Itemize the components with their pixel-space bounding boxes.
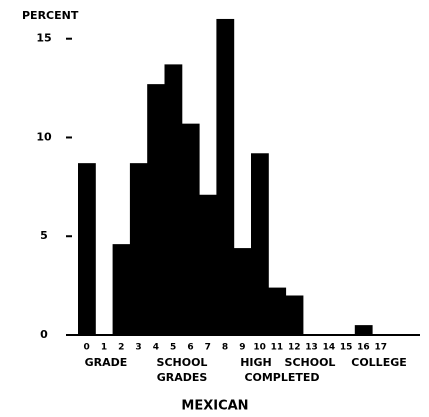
- annotation: SCHOOL: [285, 356, 336, 369]
- bar: [181, 123, 200, 336]
- bar: [354, 325, 373, 335]
- bar: [216, 18, 235, 335]
- x-tick-label: 12: [288, 343, 301, 353]
- chart-title: MEXICAN: [181, 399, 248, 414]
- x-tick-label: 3: [135, 343, 141, 353]
- annotation: COLLEGE: [351, 356, 407, 369]
- x-tick-label: 2: [118, 343, 124, 353]
- annotation: GRADES: [157, 371, 208, 384]
- bar: [285, 295, 304, 335]
- bar: [251, 153, 269, 335]
- x-tick-label: 13: [305, 343, 318, 353]
- annotation: GRADE: [85, 356, 128, 369]
- x-tick-label: 8: [222, 343, 228, 353]
- y-tick-label: 15: [36, 32, 51, 45]
- x-tick-label: 1: [101, 343, 107, 353]
- bar: [233, 248, 252, 335]
- x-tick-label: 15: [340, 343, 353, 353]
- x-tick-label: 7: [205, 343, 211, 353]
- y-tick-label: 10: [36, 130, 52, 143]
- x-tick-label: 0: [84, 343, 90, 353]
- y-axis-label: PERCENT: [22, 9, 79, 22]
- bar: [147, 84, 165, 335]
- annotation: HIGH: [240, 356, 272, 369]
- x-tick-label: 4: [153, 343, 159, 353]
- x-tick-label: 9: [239, 343, 245, 353]
- bar: [199, 194, 217, 335]
- annotation: SCHOOL: [157, 356, 208, 369]
- x-tick-label: 14: [323, 343, 336, 353]
- y-tick-label: 0: [40, 328, 48, 341]
- x-tick-label: 17: [374, 343, 387, 353]
- x-tick-label: 10: [253, 343, 266, 353]
- x-tick-label: 16: [357, 343, 370, 353]
- annotation: COMPLETED: [244, 371, 319, 384]
- bar: [112, 244, 131, 335]
- x-tick-label: 11: [271, 343, 284, 353]
- bar: [129, 163, 148, 335]
- bar: [268, 287, 287, 335]
- y-tick-label: 5: [40, 229, 48, 242]
- bar: [78, 163, 96, 335]
- x-tick-label: 6: [187, 343, 193, 353]
- bar: [164, 64, 183, 335]
- x-tick-label: 5: [170, 343, 176, 353]
